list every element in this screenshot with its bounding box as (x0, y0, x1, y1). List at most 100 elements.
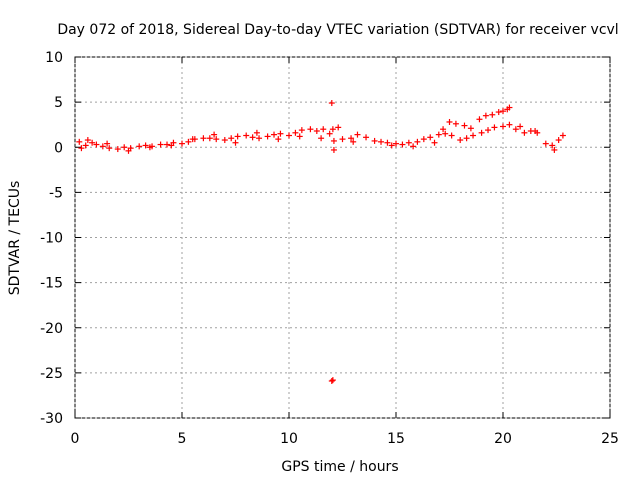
data-point (157, 141, 164, 148)
data-point (106, 145, 113, 152)
y-tick-label: 5 (54, 95, 63, 111)
data-point (435, 131, 442, 138)
data-point (200, 135, 207, 142)
data-point (410, 143, 417, 150)
data-point (384, 139, 391, 146)
data-point (228, 135, 235, 142)
data-point (517, 123, 524, 130)
data-point (292, 129, 299, 136)
y-tick-label: 10 (45, 50, 63, 66)
data-point (378, 138, 385, 145)
data-point (512, 126, 519, 133)
data-point (452, 120, 459, 127)
data-point (125, 147, 132, 154)
data-point (463, 135, 470, 142)
data-point (189, 136, 196, 143)
data-point (328, 377, 335, 384)
data-point (555, 137, 562, 144)
data-point (93, 141, 100, 148)
y-axis-label: SDTVAR / TECUs (7, 181, 23, 296)
data-point (500, 123, 506, 130)
y-tick-label: -10 (40, 231, 63, 247)
data-point (330, 137, 337, 144)
data-point (339, 136, 346, 143)
data-point (136, 143, 143, 150)
y-tick-label: -25 (40, 366, 63, 382)
data-point (348, 135, 355, 142)
data-point (542, 140, 549, 147)
data-point (495, 109, 502, 116)
x-tick-label: 15 (387, 431, 405, 447)
data-point (440, 126, 447, 133)
data-point (104, 140, 111, 147)
data-point (521, 129, 528, 136)
data-point (442, 130, 449, 137)
data-point (414, 138, 421, 145)
data-points (76, 100, 566, 384)
data-point (213, 136, 220, 143)
grid (74, 56, 611, 419)
data-point (82, 142, 89, 149)
data-point (164, 141, 171, 148)
data-point (146, 144, 153, 151)
data-point (271, 131, 278, 138)
data-point (482, 112, 489, 119)
x-tick-label: 5 (178, 431, 187, 447)
data-point (307, 126, 314, 133)
y-tick-label: -30 (40, 411, 63, 427)
data-point (142, 142, 149, 149)
data-point (326, 130, 333, 137)
data-point (489, 111, 496, 118)
data-point (457, 137, 464, 144)
data-point (296, 133, 303, 140)
data-point (179, 140, 185, 147)
data-point (253, 129, 260, 136)
data-point (371, 137, 378, 144)
data-point (264, 133, 271, 140)
data-point (277, 130, 284, 137)
y-tick-label: -20 (40, 321, 63, 337)
x-axis-label: GPS time / hours (281, 459, 398, 475)
y-tick-label: -5 (49, 185, 63, 201)
data-point (399, 141, 406, 148)
data-point (318, 135, 325, 142)
x-tick-label: 10 (280, 431, 298, 447)
y-tick-label: 0 (54, 140, 63, 156)
data-point (121, 144, 128, 151)
data-point (431, 139, 438, 146)
data-point (532, 128, 539, 135)
data-point (286, 132, 292, 139)
chart-title: Day 072 of 2018, Sidereal Day-to-day VTE… (57, 22, 618, 38)
y-tick-label: -15 (40, 276, 63, 292)
data-point (249, 134, 256, 141)
data-point (551, 146, 558, 153)
data-point (185, 138, 192, 145)
data-point (243, 132, 250, 139)
data-point (221, 137, 228, 144)
data-point (388, 142, 395, 149)
data-point (420, 136, 427, 143)
data-point (206, 135, 213, 142)
x-tick-label: 25 (601, 431, 619, 447)
data-point (427, 134, 434, 141)
data-point (84, 137, 91, 144)
data-point (330, 146, 337, 153)
data-point (478, 129, 485, 136)
data-point (211, 131, 218, 138)
data-point (320, 126, 327, 133)
data-point (256, 135, 263, 142)
data-point (506, 121, 513, 128)
data-point (335, 124, 342, 131)
data-point (393, 140, 399, 147)
data-point (470, 132, 477, 139)
data-point (78, 145, 85, 152)
data-point (363, 134, 370, 141)
data-point (329, 377, 336, 384)
data-point (350, 138, 357, 145)
data-point (275, 136, 282, 143)
data-point (354, 131, 361, 138)
data-point (232, 139, 239, 146)
data-point (485, 127, 492, 134)
data-point (500, 108, 506, 115)
